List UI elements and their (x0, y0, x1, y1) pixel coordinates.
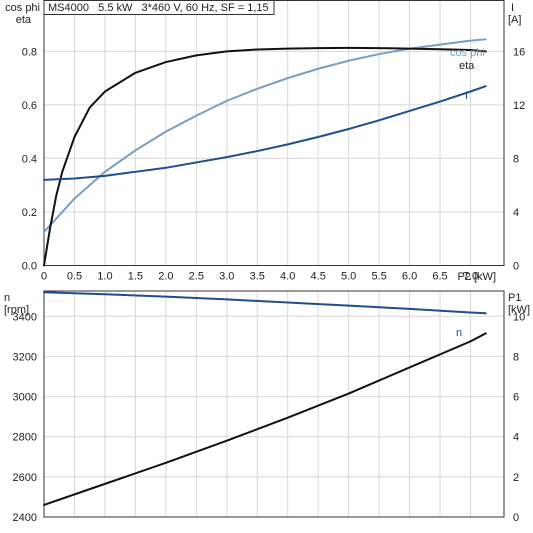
series-label-i: I (465, 90, 468, 102)
y-right-unit-a: [A] (508, 14, 521, 26)
x-tick-label: 1.0 (97, 271, 112, 283)
y-right-tick-label: 8 (513, 351, 519, 363)
y-left-label-cosphi: cos phi (5, 2, 40, 14)
y-left-tick-label: 2800 (13, 432, 37, 444)
x-tick-label: 3.5 (250, 271, 265, 283)
top-title-box: MS4000 5.5 kW 3*460 V, 60 Hz, SF = 1,15 (43, 0, 275, 15)
bottom-plot-frame (43, 290, 505, 518)
y-right-tick-label: 0 (513, 261, 519, 273)
y-left-label-n: n (4, 292, 10, 304)
bottom-grid (44, 291, 504, 517)
x-tick-label: 5.5 (371, 271, 386, 283)
y-left-tick-label: 0.0 (22, 261, 37, 273)
x-tick-label: 5.0 (341, 271, 356, 283)
x-tick-label: 4.5 (311, 271, 326, 283)
x-tick-label: 2.5 (189, 271, 204, 283)
series-line-n (43, 291, 487, 315)
x-tick-label: 2.0 (158, 271, 173, 283)
y-left-tick-label: 3000 (13, 392, 37, 404)
x-tick-label: 7.0 (463, 271, 478, 283)
y-left-tick-label: 2600 (13, 472, 37, 484)
series-label-eta: eta (459, 60, 475, 72)
y-left-unit-rpm: [rpm] (4, 304, 29, 316)
x-tick-label: 6.5 (432, 271, 447, 283)
y-left-tick-label: 0.8 (22, 46, 37, 58)
x-tick-label: 3.0 (219, 271, 234, 283)
y-right-tick-label: 2 (513, 472, 519, 484)
series-line-cos-phi (43, 38, 487, 234)
bottom-left-tick-labels: 2400 2600 2800 3000 3200 3400 (13, 311, 37, 524)
y-right-tick-label: 10 (513, 311, 525, 323)
y-right-tick-label: 4 (513, 432, 519, 444)
top-series-lines (43, 38, 487, 267)
top-panel: MS4000 5.5 kW 3*460 V, 60 Hz, SF = 1,15 … (5, 0, 525, 283)
x-axis-label-p2: P2 (458, 271, 471, 283)
x-axis-unit-kw: [kW] (474, 271, 496, 283)
y-left-tick-label: 0.2 (22, 207, 37, 219)
series-line-i (43, 85, 487, 181)
y-right-tick-label: 6 (513, 392, 519, 404)
series-line-eta (43, 46, 487, 267)
top-grid (44, 0, 504, 266)
y-left-tick-label: 2400 (13, 512, 37, 524)
y-right-tick-label: 8 (513, 153, 519, 165)
x-tick-label: 4.0 (280, 271, 295, 283)
y-right-unit-kw: [kW] (508, 304, 530, 316)
y-right-tick-label: 12 (513, 100, 525, 112)
top-left-tick-labels: 0.0 0.2 0.4 0.6 0.8 (22, 46, 37, 272)
top-right-tick-labels: 0 4 8 12 16 (513, 46, 525, 272)
series-label-cosphi: cos phi (450, 47, 485, 59)
x-tick-label: 6.0 (402, 271, 417, 283)
y-left-tick-label: 0.4 (22, 153, 37, 165)
y-right-label-i: I (511, 2, 514, 14)
y-right-tick-label: 4 (513, 207, 519, 219)
x-tick-label: 0 (41, 271, 47, 283)
y-right-label-p1: P1 (508, 292, 521, 304)
y-left-tick-label: 3400 (13, 311, 37, 323)
y-left-tick-label: 3200 (13, 351, 37, 363)
bottom-panel: 2400 2600 2800 3000 3200 3400 0 2 4 6 8 10 n [rpm]… (4, 290, 530, 524)
bottom-series-lines (43, 291, 487, 506)
y-left-tick-label: 0.6 (22, 100, 37, 112)
top-x-tick-labels: 0 0.5 1.0 1.5 2.0 2.5 3.0 3.5 4.0 4.5 5.0 5.5 6.0 6.5… (41, 271, 478, 283)
x-tick-label: 0.5 (67, 271, 82, 283)
y-right-tick-label: 0 (513, 512, 519, 524)
chart-title: MS4000 5.5 kW 3*460 V, 60 Hz, SF = 1,15 (48, 2, 269, 14)
bottom-right-tick-labels: 0 2 4 6 8 10 (513, 311, 525, 524)
series-label-n: n (456, 327, 462, 339)
series-line-p1 (43, 332, 487, 506)
x-tick-label: 1.5 (128, 271, 143, 283)
y-right-tick-label: 16 (513, 46, 525, 58)
y-left-label-eta: eta (16, 14, 32, 26)
